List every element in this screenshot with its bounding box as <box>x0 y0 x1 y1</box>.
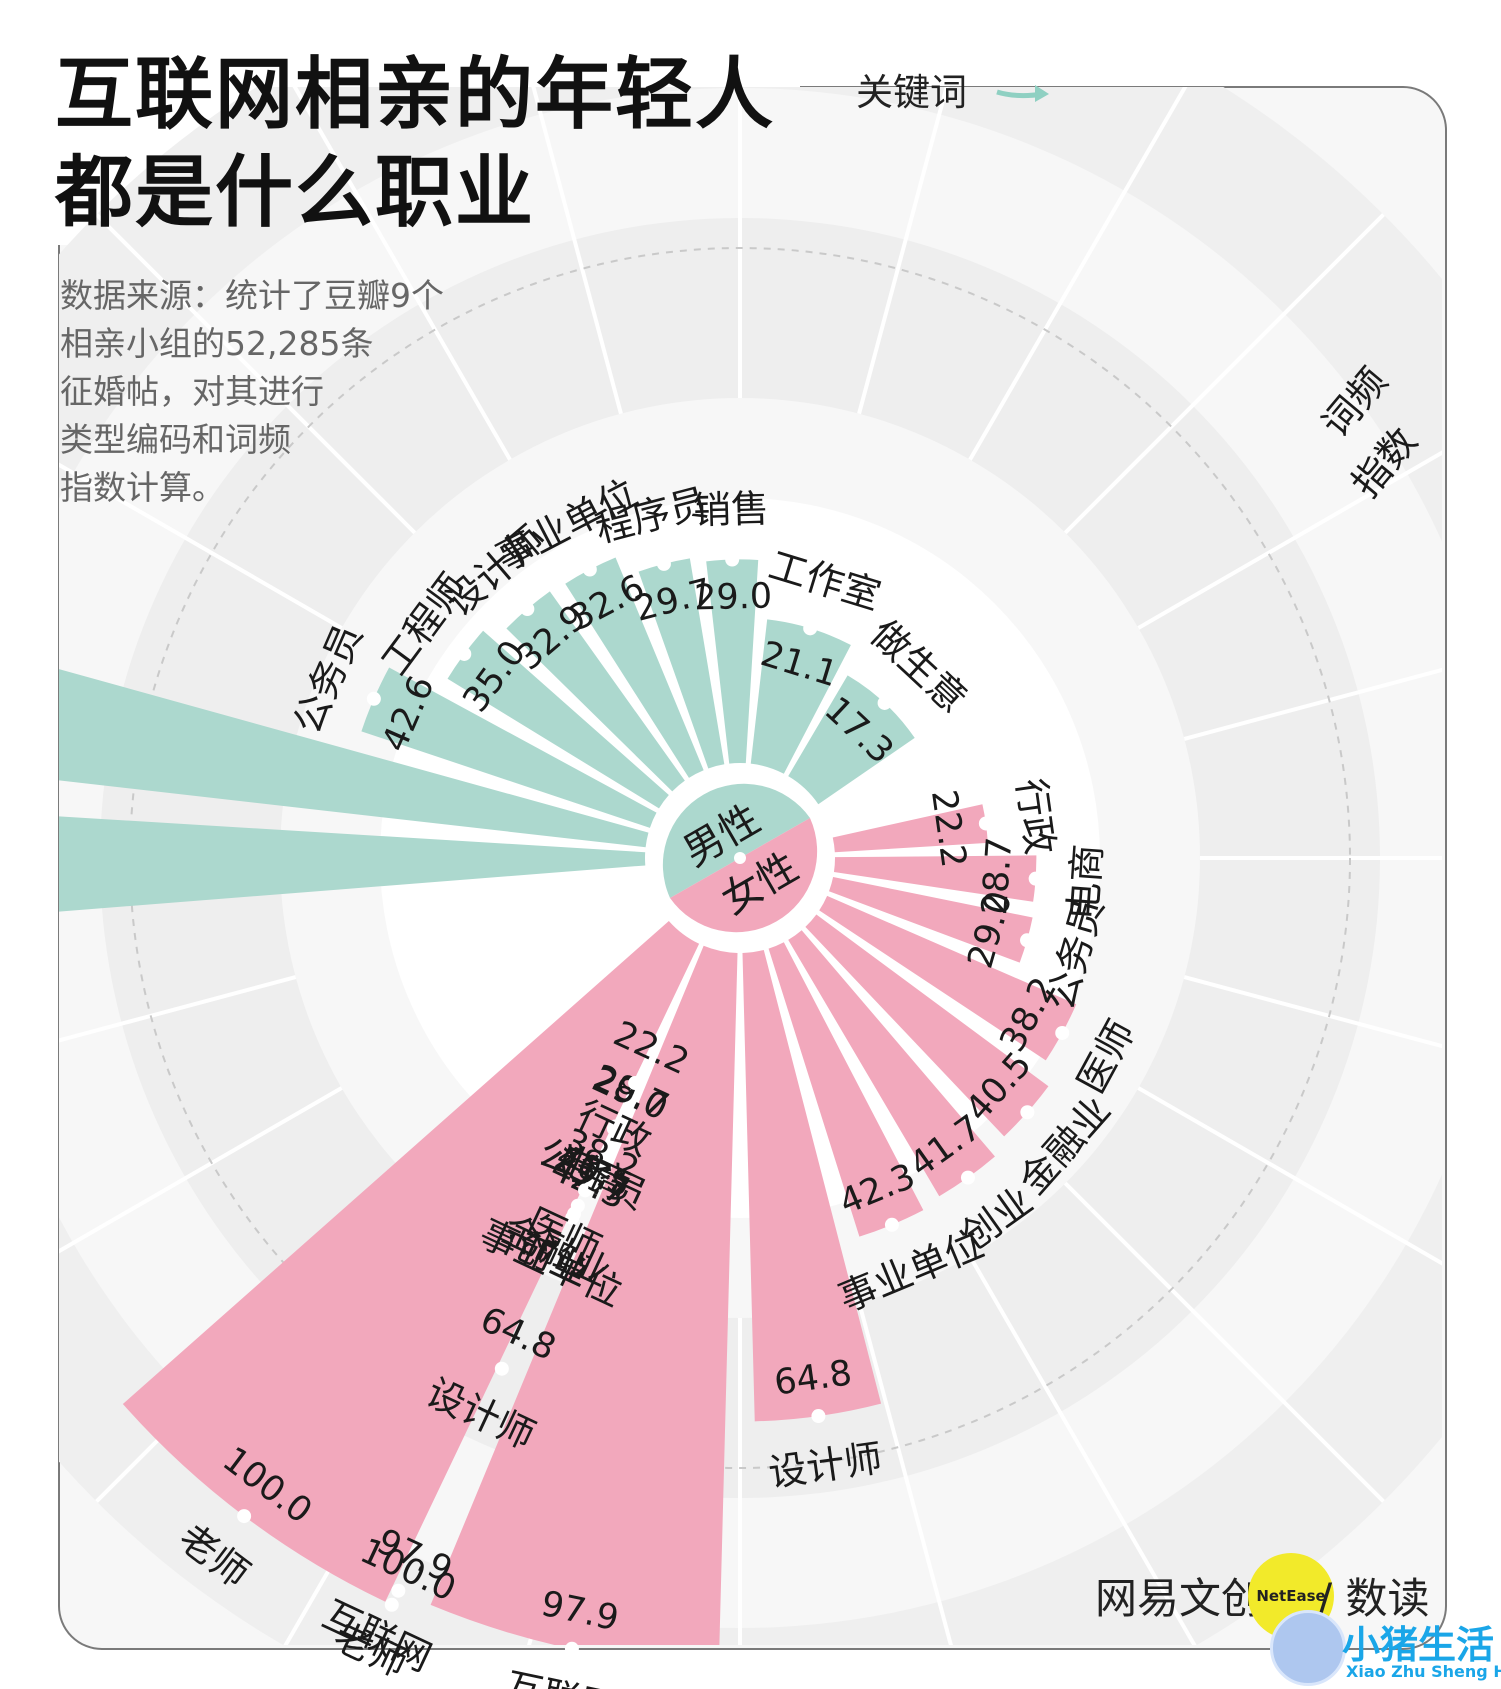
female-unused-bar-dot <box>494 1361 509 1376</box>
source-line-3: 征婚帖，对其进行 <box>60 372 324 411</box>
female-bar-dot <box>1020 1105 1035 1120</box>
ring-divider <box>59 1086 343 1315</box>
female-bar <box>742 949 882 1422</box>
female-unused-bar <box>635 944 700 1084</box>
female-unused-bar-dot <box>570 1198 585 1213</box>
male-bar-dot <box>457 646 472 661</box>
male-bar <box>447 630 669 809</box>
female-unused-bar-dot <box>384 1597 399 1612</box>
male-bar-dot <box>656 556 671 571</box>
source-line-2: 相亲小组的52,285条 <box>60 324 374 363</box>
male-bar-dot <box>725 552 740 567</box>
ring-divider <box>1063 213 1385 535</box>
ring-divider <box>968 87 1197 461</box>
ring-divider <box>59 401 343 630</box>
female-bar-dot <box>1055 1025 1070 1040</box>
female-bar <box>833 855 1037 902</box>
source-line-5: 指数计算。 <box>60 468 225 507</box>
ring-divider <box>95 213 417 535</box>
female-bar-dot <box>884 1217 899 1232</box>
female-unused-bar-dot <box>578 1183 593 1198</box>
female-bar <box>788 930 995 1197</box>
female-bar <box>430 945 738 1645</box>
ring-divider <box>502 87 623 415</box>
watermark-subtitle: Xiao Zhu Sheng Huo <box>1346 1662 1501 1681</box>
female-unused-bar-dot <box>391 1583 406 1598</box>
watermark-title: 小猪生活 <box>1342 1623 1495 1667</box>
female-category-label: 行政 <box>1008 776 1062 857</box>
female-category-label: 电商 <box>1061 843 1110 922</box>
female-bar <box>819 895 1077 1061</box>
ring-divider <box>1137 401 1442 630</box>
center-dot <box>734 852 746 864</box>
male-bar-dot <box>877 695 892 710</box>
female-unused-bar <box>391 944 700 1605</box>
brand-sub: / 数读 <box>1318 1574 1430 1623</box>
title-line-2: 都是什么职业 <box>55 148 536 238</box>
female-bar <box>122 920 700 1602</box>
ring-dashed-outline <box>129 247 1351 1469</box>
female-bar-dot <box>978 816 993 831</box>
ring-divider <box>1137 1086 1442 1315</box>
male-bar <box>750 619 851 774</box>
female-category-label: 互联网 <box>501 1664 622 1689</box>
male-bar-dot <box>803 621 818 636</box>
female-unused-bar-dot <box>607 1119 622 1134</box>
male-bar <box>565 557 704 778</box>
female-bar-dot <box>1020 933 1035 948</box>
keyword-legend: 关键词 <box>856 71 967 114</box>
brand-logo: 网易文创 <box>1095 1574 1264 1623</box>
watermark: 小猪生活 Xiao Zhu Sheng Huo <box>1270 1610 1501 1689</box>
male-bar-dot <box>582 562 597 577</box>
ring-divider <box>968 1255 1197 1645</box>
source-line-4: 类型编码和词频 <box>60 420 291 459</box>
title-line-1: 互联网相亲的年轻人 <box>55 50 776 140</box>
center-male-half <box>662 783 810 898</box>
female-bar-dot <box>564 1641 579 1656</box>
male-bar-dot <box>520 601 535 616</box>
source-note: 数据来源：统计了豆瓣9个 相亲小组的52,285条 征婚帖，对其进行 类型编码和… <box>60 272 500 512</box>
male-bar <box>706 559 759 764</box>
pig-avatar-icon <box>1270 1610 1346 1686</box>
male-bar <box>361 667 657 828</box>
female-bar <box>768 942 924 1237</box>
ring-divider <box>857 87 978 415</box>
female-value-label: 28.7 <box>975 836 1020 917</box>
female-bar <box>828 876 1033 963</box>
ring-divider <box>1183 975 1442 1096</box>
male-value-label: 29.0 <box>694 576 773 618</box>
ring-divider <box>59 975 297 1096</box>
page-title: 互联网相亲的年轻人 都是什么职业 <box>55 46 775 242</box>
female-bar-dot <box>960 1170 975 1185</box>
male-bar <box>506 591 685 792</box>
female-bar <box>805 914 1049 1137</box>
female-unused-bar-dot <box>628 1076 643 1091</box>
ring-divider <box>1183 620 1442 741</box>
female-bar-dot <box>237 1509 252 1524</box>
female-bar <box>832 804 988 853</box>
female-bar-dot <box>811 1409 826 1424</box>
female-bar-dot <box>1028 871 1043 886</box>
center-female-half <box>670 818 818 933</box>
ring-divider <box>857 1301 978 1645</box>
male-bar <box>59 637 649 848</box>
male-bar <box>638 558 725 769</box>
source-line-1: 数据来源：统计了豆瓣9个 <box>60 276 444 315</box>
male-bar-dot <box>366 691 381 706</box>
ring-divider <box>283 87 512 461</box>
keyword-arrow-icon <box>996 85 1049 102</box>
male-category-label: 销售 <box>692 487 769 533</box>
ring-divider <box>1063 1181 1385 1503</box>
male-bar <box>59 807 646 923</box>
